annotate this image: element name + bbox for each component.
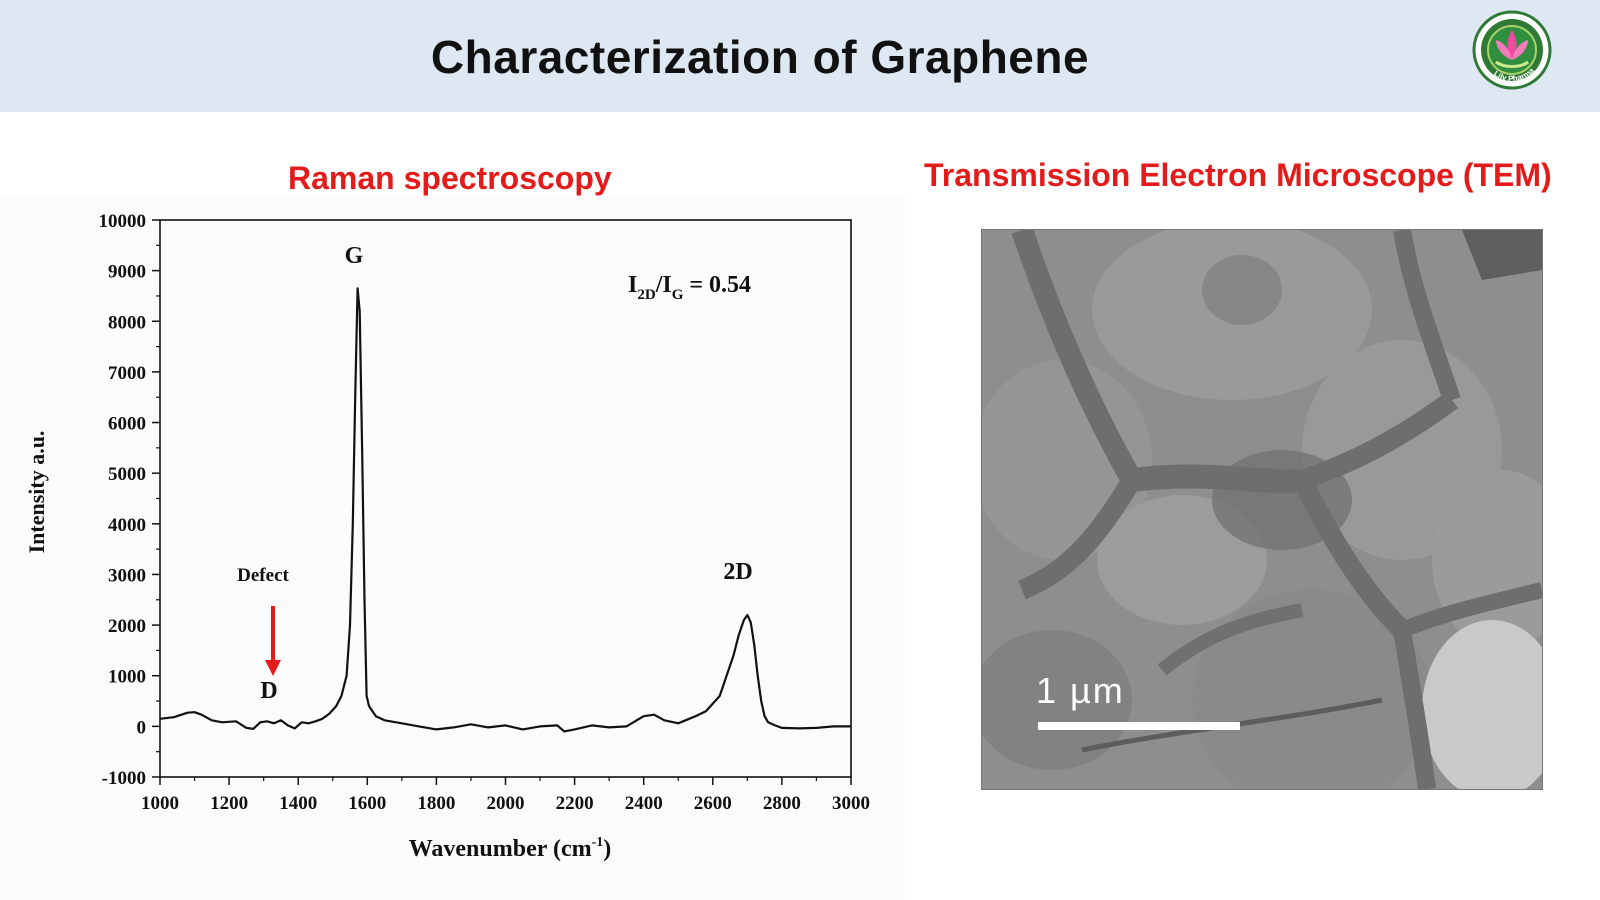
raman-chart-panel xyxy=(0,196,905,900)
x-tick-label: 3000 xyxy=(832,793,870,814)
scale-bar-label: 1 µm xyxy=(1036,670,1125,711)
lily-pharma-logo: Lily Pharma xyxy=(1472,10,1552,90)
tem-image: 1 µm xyxy=(981,229,1543,790)
g-peak-label: G xyxy=(345,243,364,269)
x-tick-label: 2000 xyxy=(487,793,525,814)
y-axis-label: Intensity a.u. xyxy=(24,431,49,554)
x-tick-label: 1400 xyxy=(279,793,317,814)
x-tick-label: 1000 xyxy=(141,793,179,814)
y-tick-label: -1000 xyxy=(102,768,146,789)
defect-label: Defect xyxy=(237,565,289,586)
x-tick-label: 2200 xyxy=(556,793,594,814)
x-tick-label: 1200 xyxy=(210,793,248,814)
lotus-flower-icon xyxy=(1495,30,1529,68)
x-axis-ticks: 1000 1200 1400 1600 1800 2000 2200 2400 2600 2800… xyxy=(141,777,870,814)
defect-arrow-head xyxy=(265,660,281,676)
y-tick-label: 9000 xyxy=(108,262,146,283)
y-tick-label: 6000 xyxy=(108,414,146,435)
header-bar: Characterization of Graphene Lily Pharma xyxy=(0,0,1600,112)
y-tick-label: 0 xyxy=(137,717,147,738)
page-title: Characterization of Graphene xyxy=(430,31,1090,83)
y-tick-label: 5000 xyxy=(108,464,146,485)
y-tick-label: 1000 xyxy=(108,667,146,688)
y-axis-ticks: -1000 0 1000 2000 3000 4000 5000 6000 7000 8000 90… xyxy=(99,211,160,789)
y-tick-label: 4000 xyxy=(108,515,146,536)
series-layer xyxy=(159,287,851,733)
x-tick-label: 2400 xyxy=(625,793,663,814)
tem-section-title: Transmission Electron Microscope (TEM) xyxy=(924,157,1552,193)
y-tick-label: 7000 xyxy=(108,363,146,384)
y-tick-label: 3000 xyxy=(108,565,146,586)
raman-chart: -1000 0 1000 2000 3000 4000 5000 6000 7000 8000 90… xyxy=(24,211,870,862)
tem-micrograph xyxy=(982,230,1542,789)
scale-bar xyxy=(1038,722,1240,730)
y-tick-label: 10000 xyxy=(99,211,147,232)
x-tick-label: 1800 xyxy=(417,793,455,814)
x-tick-label: 1600 xyxy=(348,793,386,814)
y-tick-label: 2000 xyxy=(108,616,146,637)
raman-spectrum-line xyxy=(159,287,851,733)
x-tick-label: 2800 xyxy=(763,793,801,814)
intensity-ratio-label: I2D/IG = 0.54 xyxy=(628,272,751,303)
y-tick-label: 8000 xyxy=(108,312,146,333)
raman-section-title: Raman spectroscopy xyxy=(288,160,612,196)
d-peak-label: D xyxy=(260,678,277,704)
x-axis-label: Wavenumber (cm-1) xyxy=(409,835,612,862)
2d-peak-label: 2D xyxy=(723,559,752,585)
x-tick-label: 2600 xyxy=(694,793,732,814)
